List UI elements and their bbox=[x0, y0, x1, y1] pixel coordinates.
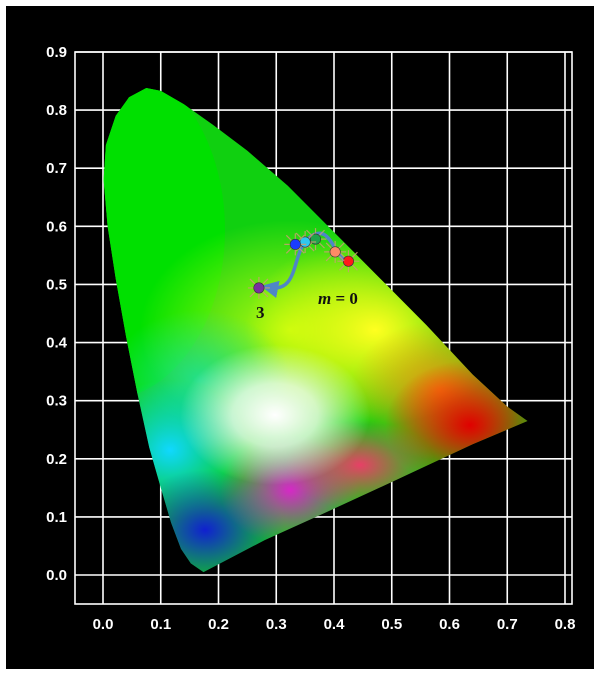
data-point bbox=[324, 240, 347, 263]
start-label: m = 0 bbox=[318, 289, 358, 308]
data-point bbox=[284, 233, 307, 256]
y-tick-label: 0.2 bbox=[46, 451, 67, 468]
y-tick-label: 0.6 bbox=[46, 218, 67, 235]
y-tick-label: 0.1 bbox=[46, 509, 67, 526]
axis-tick-labels: 0.0 0.1 0.2 0.3 0.4 0.5 0.6 0.7 0.8 0.0 0.1 0.2 0.3 0… bbox=[46, 44, 575, 633]
x-tick-label: 0.4 bbox=[324, 616, 346, 633]
y-tick-label: 0.7 bbox=[46, 160, 67, 177]
x-tick-label: 0.6 bbox=[439, 616, 460, 633]
y-tick-label: 0.4 bbox=[46, 335, 68, 352]
y-tick-label: 0.5 bbox=[46, 276, 67, 293]
x-tick-label: 0.8 bbox=[555, 616, 576, 633]
data-point-dot bbox=[289, 238, 301, 250]
y-tick-label: 0.3 bbox=[46, 393, 67, 410]
x-tick-label: 0.1 bbox=[150, 616, 171, 633]
data-point-dot bbox=[329, 246, 341, 258]
x-tick-label: 0.0 bbox=[93, 616, 114, 633]
data-point-dot bbox=[253, 282, 265, 294]
data-point-dot bbox=[342, 255, 354, 267]
data-point bbox=[247, 276, 270, 299]
y-tick-label: 0.9 bbox=[46, 44, 67, 61]
plot-border bbox=[74, 51, 573, 605]
y-tick-label: 0.8 bbox=[46, 102, 67, 119]
x-tick-label: 0.2 bbox=[208, 616, 229, 633]
data-points bbox=[247, 228, 360, 299]
x-tick-label: 0.5 bbox=[381, 616, 402, 633]
data-point bbox=[337, 250, 360, 273]
x-tick-label: 0.7 bbox=[497, 616, 518, 633]
data-point bbox=[304, 228, 327, 251]
end-label: 3 bbox=[256, 303, 265, 322]
x-tick-label: 0.3 bbox=[266, 616, 287, 633]
y-tick-label: 0.0 bbox=[46, 567, 67, 584]
